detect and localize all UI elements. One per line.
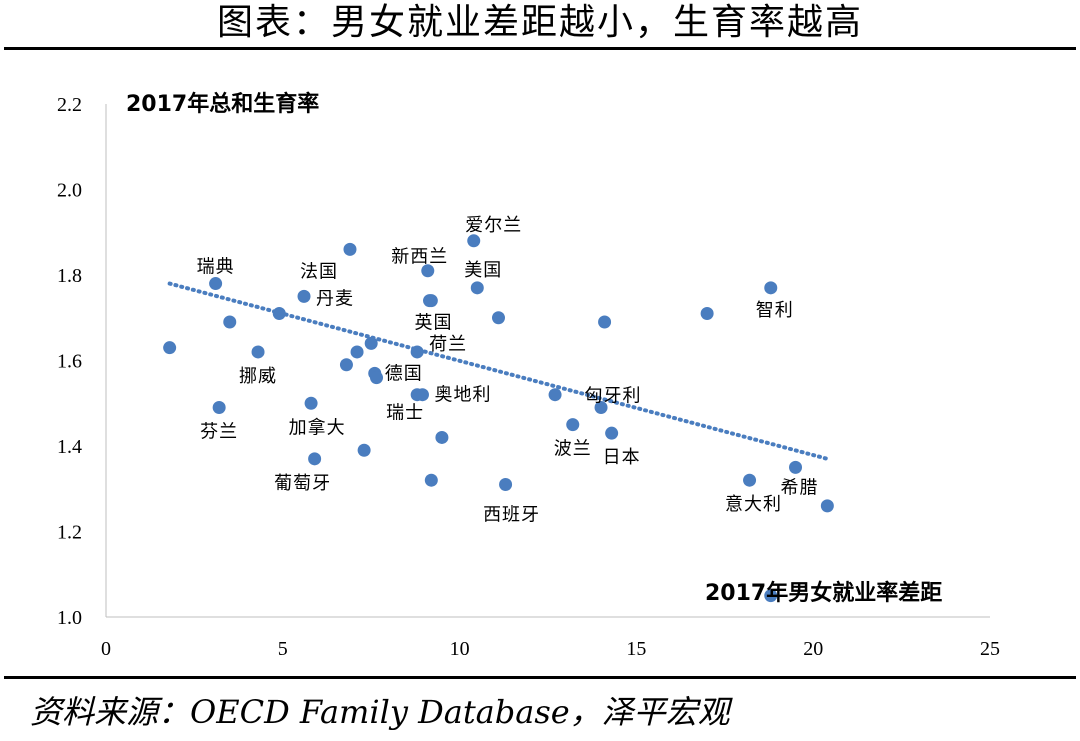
bottom-rule bbox=[4, 676, 1076, 679]
data-point bbox=[435, 430, 449, 444]
data-point bbox=[598, 315, 612, 329]
x-axis-label: 2017年男女就业率差距 bbox=[705, 580, 942, 606]
data-point bbox=[370, 371, 384, 385]
x-tick-label: 0 bbox=[101, 638, 111, 660]
data-point bbox=[251, 345, 265, 359]
data-point bbox=[272, 306, 286, 320]
data-point bbox=[415, 388, 429, 402]
data-point bbox=[304, 396, 318, 410]
point-label: 挪威 bbox=[239, 366, 277, 387]
data-point bbox=[467, 234, 481, 248]
data-point bbox=[297, 289, 311, 303]
data-point bbox=[548, 388, 562, 402]
point-label: 芬兰 bbox=[200, 422, 238, 443]
data-point bbox=[789, 460, 803, 474]
point-label: 英国 bbox=[415, 313, 453, 334]
data-point bbox=[343, 242, 357, 256]
point-label: 法国 bbox=[300, 261, 338, 282]
y-tick-label: 1.4 bbox=[57, 436, 82, 458]
data-point bbox=[364, 336, 378, 350]
y-tick-label: 1.6 bbox=[57, 351, 82, 373]
point-label: 美国 bbox=[464, 260, 502, 281]
data-point bbox=[421, 264, 435, 278]
point-label: 希腊 bbox=[781, 477, 819, 498]
data-point bbox=[212, 401, 226, 415]
data-point bbox=[743, 473, 757, 487]
y-tick-label: 2.2 bbox=[57, 94, 82, 116]
point-label: 奥地利 bbox=[434, 385, 491, 406]
point-label: 德国 bbox=[385, 363, 423, 384]
data-point bbox=[223, 315, 237, 329]
data-point bbox=[410, 345, 424, 359]
data-point bbox=[820, 499, 834, 513]
data-point bbox=[566, 418, 580, 432]
source-note: 资料来源：OECD Family Database，泽平宏观 bbox=[30, 693, 730, 731]
point-label: 西班牙 bbox=[483, 504, 540, 525]
top-rule bbox=[4, 47, 1076, 50]
point-label: 匈牙利 bbox=[585, 386, 642, 407]
data-point bbox=[499, 477, 513, 491]
x-tick-label: 5 bbox=[278, 638, 288, 660]
axes: 0 5 10 15 20 25 1.0 1.2 1.4 1.6 1.8 2.0 2.2 bbox=[57, 94, 1000, 660]
data-point bbox=[764, 589, 778, 603]
data-point bbox=[605, 426, 619, 440]
y-tick-label: 1.2 bbox=[57, 522, 82, 544]
point-label: 葡萄牙 bbox=[274, 473, 331, 494]
point-label: 智利 bbox=[756, 300, 794, 321]
point-label: 新西兰 bbox=[391, 247, 448, 268]
point-label: 波兰 bbox=[554, 439, 592, 460]
points-group bbox=[163, 234, 834, 603]
data-point bbox=[594, 401, 608, 415]
data-point bbox=[470, 281, 484, 295]
data-point bbox=[308, 452, 322, 466]
data-point bbox=[339, 358, 353, 372]
y-tick-label: 1.8 bbox=[57, 265, 82, 287]
point-label: 丹麦 bbox=[316, 288, 354, 309]
point-label: 意大利 bbox=[725, 494, 782, 515]
data-point bbox=[424, 294, 438, 308]
point-label: 日本 bbox=[603, 447, 641, 468]
point-label: 瑞士 bbox=[386, 403, 424, 424]
data-point bbox=[764, 281, 778, 295]
y-axis-label: 2017年总和生育率 bbox=[126, 91, 319, 117]
x-tick-label: 20 bbox=[803, 638, 823, 660]
data-point bbox=[209, 277, 223, 291]
data-point bbox=[700, 306, 714, 320]
chart-title: 图表：男女就业差距越小，生育率越高 bbox=[216, 2, 863, 43]
point-label: 瑞典 bbox=[197, 257, 235, 278]
y-tick-label: 1.0 bbox=[57, 607, 82, 629]
x-tick-label: 10 bbox=[450, 638, 470, 660]
data-point bbox=[424, 473, 438, 487]
data-point bbox=[357, 443, 371, 457]
point-label: 爱尔兰 bbox=[465, 215, 522, 236]
data-point bbox=[350, 345, 364, 359]
point-label: 加拿大 bbox=[289, 416, 346, 438]
x-tick-label: 25 bbox=[980, 638, 1000, 660]
y-tick-label: 2.0 bbox=[57, 180, 82, 202]
point-label: 荷兰 bbox=[429, 334, 467, 355]
x-tick-label: 15 bbox=[626, 638, 646, 660]
data-point bbox=[163, 341, 177, 355]
data-point bbox=[491, 311, 505, 325]
